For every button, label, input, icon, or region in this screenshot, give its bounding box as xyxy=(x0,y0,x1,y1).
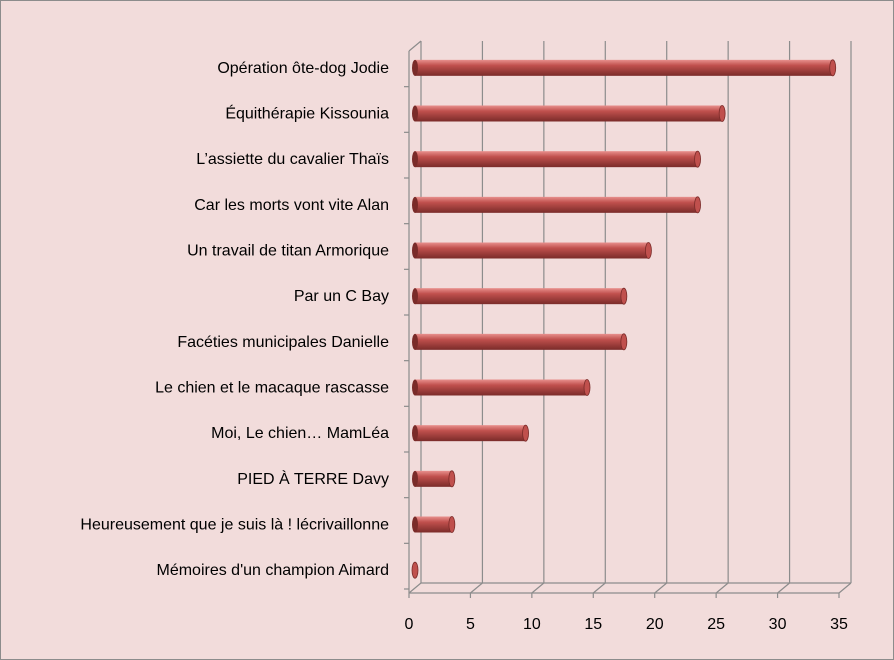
category-label: Un travail de titan Armorique xyxy=(187,243,389,260)
category-label: Heureusement que je suis là ! lécrivaill… xyxy=(80,517,389,534)
bar xyxy=(412,242,652,259)
bar-end-cap xyxy=(694,196,701,214)
floor-gridline xyxy=(470,582,483,594)
category-label: Par un C Bay xyxy=(294,288,389,305)
x-tick-label: 25 xyxy=(707,616,725,633)
category-label: Car les morts vont vite Alan xyxy=(194,197,389,214)
bar-body xyxy=(415,425,526,442)
category-label: Opération ôte-dog Jodie xyxy=(217,60,389,77)
floor-gridline xyxy=(838,582,852,594)
x-tick-label: 5 xyxy=(466,616,475,633)
gridlines xyxy=(481,41,852,583)
x-tick-label: 15 xyxy=(584,616,602,633)
bar-base-cap xyxy=(412,470,418,487)
side-wall-top xyxy=(408,40,422,52)
bar xyxy=(412,150,701,168)
x-tick-label: 20 xyxy=(646,616,664,633)
bar xyxy=(412,59,837,77)
axes xyxy=(404,40,852,598)
floor-gridline xyxy=(715,582,729,594)
bar xyxy=(412,196,701,214)
bar-base-cap xyxy=(412,196,418,213)
bar-end-cap xyxy=(583,379,591,396)
floor-gridline xyxy=(777,582,790,594)
floor-gridline xyxy=(531,582,545,594)
bar-body xyxy=(415,379,587,396)
bar-body xyxy=(415,288,624,305)
bar-base-cap xyxy=(412,59,418,76)
bar-body xyxy=(415,196,698,213)
bar xyxy=(412,287,628,305)
category-label: Facéties municipales Danielle xyxy=(177,334,389,351)
bar-base-cap xyxy=(412,516,418,533)
bar xyxy=(411,561,419,579)
x-tick-label: 0 xyxy=(405,616,414,633)
bar-end-cap xyxy=(645,242,652,259)
bar-body xyxy=(415,105,723,122)
x-tick-label: 30 xyxy=(769,616,787,633)
bar-base-cap xyxy=(412,288,418,305)
x-tick-label: 10 xyxy=(523,616,541,633)
bar-end-cap xyxy=(694,150,701,168)
bars xyxy=(411,59,837,579)
bar-body xyxy=(415,242,649,259)
bar xyxy=(412,379,591,396)
bar xyxy=(412,516,456,533)
bar-end-cap xyxy=(718,105,726,122)
category-label: L’assiette du cavalier Thaïs xyxy=(196,151,389,168)
category-label: Équithérapie Kissounia xyxy=(225,104,389,123)
x-tick-labels: 0 5 10 15 20 25 30 35 xyxy=(405,616,848,633)
floor-gridline xyxy=(408,582,422,594)
floor-gridline xyxy=(592,582,606,594)
bar-base-cap xyxy=(412,333,418,350)
bar-body xyxy=(415,470,452,487)
bar-base-cap xyxy=(412,242,418,259)
category-label: PIED À TERRE Davy xyxy=(237,469,389,488)
category-label: Mémoires d'un champion Aimard xyxy=(157,562,390,579)
bar xyxy=(412,470,456,488)
category-label: Le chien et le macaque rascasse xyxy=(155,380,389,397)
bar-body xyxy=(415,151,698,168)
bar-base-cap xyxy=(412,151,418,168)
bar-base-cap xyxy=(412,425,418,442)
category-label: Moi, Le chien… MamLéa xyxy=(211,425,389,442)
bar-base-cap xyxy=(412,105,418,122)
floor-gridline xyxy=(654,582,668,594)
bar-end-cap xyxy=(448,516,456,533)
x-tick-label: 35 xyxy=(830,616,848,633)
bar xyxy=(412,105,726,122)
bar-base-cap xyxy=(412,379,418,396)
bar-body xyxy=(415,59,833,76)
bar xyxy=(412,424,529,442)
bar-end-cap xyxy=(411,561,419,579)
bar-body xyxy=(415,516,452,533)
bar-end-cap xyxy=(620,287,628,305)
bar-end-cap xyxy=(522,424,529,442)
bar-end-cap xyxy=(448,470,456,488)
bar xyxy=(412,333,628,351)
bar-end-cap xyxy=(620,333,628,351)
bar-end-cap xyxy=(829,59,837,77)
category-labels: Opération ôte-dog Jodie Équithérapie Kiss… xyxy=(80,60,389,579)
bar-body xyxy=(415,333,624,350)
